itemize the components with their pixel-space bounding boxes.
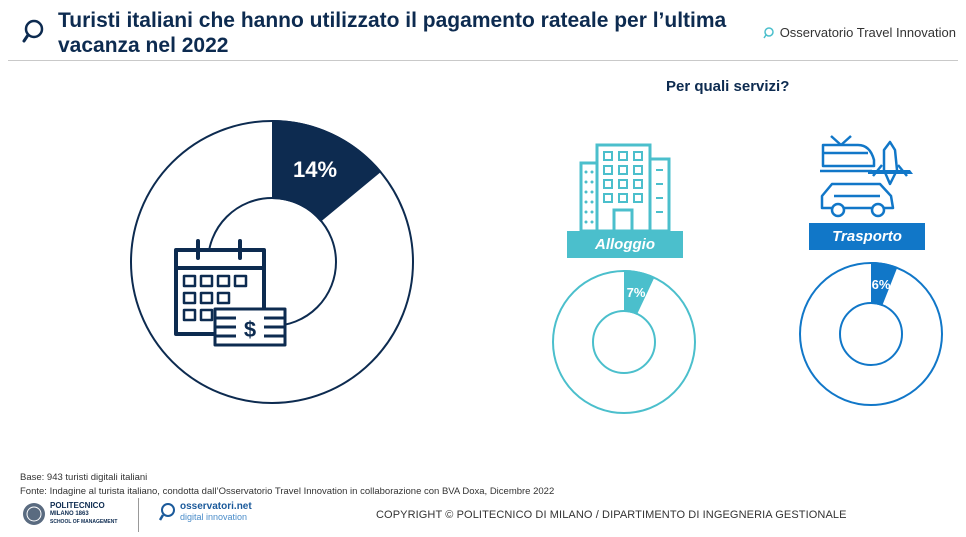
category-label-trasporto: Trasporto — [809, 223, 925, 250]
brand: Osservatorio Travel Innovation — [763, 25, 956, 40]
brand-magnifier-icon — [763, 26, 774, 38]
trasporto-donut-outline-inner — [839, 302, 903, 366]
logo1-line3: SCHOOL OF MANAGEMENT — [50, 519, 118, 525]
magnifier-icon — [22, 19, 44, 43]
transport-icon — [820, 135, 913, 218]
logo-separator — [138, 498, 139, 532]
main-donut-segment — [272, 120, 382, 222]
osservatori-magnifier-icon — [158, 503, 175, 521]
main-donut-outline-inner — [207, 197, 337, 327]
trasporto-donut-value-label: 6% — [872, 277, 891, 292]
politecnico-seal-icon — [23, 503, 45, 525]
brand-label: Osservatorio Travel Innovation — [779, 25, 956, 40]
trasporto-donut-segment — [871, 262, 898, 307]
logo1-line2: MILANO 1863 — [50, 511, 89, 517]
category-label-alloggio: Alloggio — [567, 231, 683, 258]
footer-source: Fonte: Indagine al turista italiano, con… — [20, 486, 555, 497]
logo1-line1: POLITECNICO — [50, 501, 105, 510]
calendar-money-icon: $ — [174, 239, 287, 347]
footer-base: Base: 943 turisti digitali italiani — [20, 472, 148, 483]
alloggio-donut-outline-outer — [552, 270, 696, 414]
main-donut-value-label: 14% — [293, 157, 337, 182]
alloggio-donut-segment — [624, 270, 655, 315]
page-title: Turisti italiani che hanno utilizzato il… — [58, 9, 727, 57]
subtitle: Per quali servizi? — [666, 78, 790, 95]
building-icon — [579, 143, 671, 233]
logo2-line1: osservatori.net — [180, 501, 252, 512]
header-divider — [8, 60, 958, 61]
alloggio-donut-outline-inner — [592, 310, 656, 374]
svg-text:$: $ — [244, 317, 256, 342]
logo2-line2: digital innovation — [180, 512, 248, 522]
main-donut-outline-outer — [130, 120, 414, 404]
logo-politecnico: POLITECNICO MILANO 1863 SCHOOL OF MANAGE… — [22, 502, 117, 526]
trasporto-donut-outline-outer — [799, 262, 943, 406]
copyright: COPYRIGHT © POLITECNICO DI MILANO / DIPA… — [376, 509, 847, 521]
logo-osservatori: osservatori.net digital innovation — [158, 502, 252, 522]
alloggio-donut-value-label: 7% — [627, 285, 646, 300]
